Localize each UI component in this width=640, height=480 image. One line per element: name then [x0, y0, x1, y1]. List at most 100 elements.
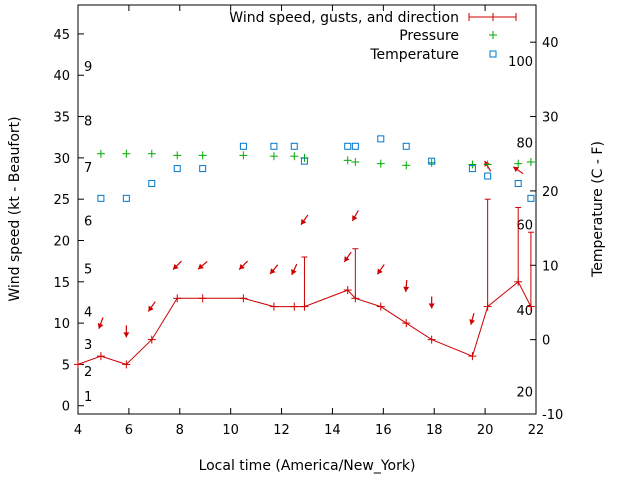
pressure-point: [468, 160, 477, 169]
beaufort-label: 3: [84, 338, 92, 353]
wind-speed-point: [269, 302, 278, 311]
beaufort-label: 9: [84, 60, 92, 75]
temperature-point: [402, 142, 410, 150]
wind-direction-arrow: [351, 210, 359, 222]
wind-speed-point: [468, 352, 477, 361]
y2-tick-label: 10: [542, 259, 559, 274]
wind-direction-arrow: [147, 301, 156, 312]
gust-bar: [301, 256, 308, 307]
axis-ticks: 4 6 8 10 12 14 16 18 20 22051015202530354045-1001…: [53, 5, 563, 438]
y2-tick-label: 20: [542, 185, 559, 200]
x-tick-label: 14: [324, 423, 341, 438]
pressure-point: [526, 157, 535, 166]
pressure-point: [173, 151, 182, 160]
plot-frame: [77, 4, 537, 415]
y-tick-label: 30: [53, 152, 70, 167]
pressure-point: [376, 159, 385, 168]
pressure-point: [147, 149, 156, 158]
y-tick-label: 40: [53, 69, 70, 84]
wind-direction-arrow: [172, 260, 182, 270]
legend-swatch-wind: [468, 13, 517, 21]
y2-tick-label: 0: [542, 334, 550, 349]
wind-direction-arrow: [343, 251, 352, 263]
x-tick-label: 6: [125, 423, 133, 438]
beaufort-label: 1: [84, 390, 92, 405]
pressure-point: [96, 149, 105, 158]
wind-direction-arrow: [97, 317, 104, 329]
fahrenheit-label: 60: [516, 218, 533, 233]
gust-bar: [515, 206, 522, 282]
x-tick-label: 18: [426, 423, 443, 438]
temperature-point: [97, 194, 105, 202]
beaufort-label: 8: [84, 115, 92, 130]
x-tick-label: 20: [477, 423, 494, 438]
legend-swatch-temperature: [489, 50, 497, 58]
legend-label-pressure: Pressure: [399, 28, 459, 44]
wind-speed-point: [290, 302, 299, 311]
legend: Wind speed, gusts, and direction Pressur…: [229, 10, 517, 63]
fahrenheit-label: 100: [508, 55, 533, 70]
y-tick-label: 10: [53, 317, 70, 332]
temperature-point: [484, 172, 492, 180]
x-tick-label: 10: [222, 423, 239, 438]
pressure-point: [239, 151, 248, 160]
temperature-point: [468, 165, 476, 173]
temperature-point: [239, 142, 247, 150]
wind-speed-point: [173, 294, 182, 303]
x-tick-label: 4: [74, 423, 82, 438]
y2-axis-label: Temperature (C - F): [590, 141, 606, 278]
wind-speed-point: [74, 360, 82, 369]
pressure-point: [483, 160, 492, 169]
pressure-point: [269, 152, 278, 161]
y-tick-label: 0: [62, 400, 70, 415]
wind-direction-arrow: [197, 260, 208, 270]
temperature-point: [344, 142, 352, 150]
gust-bar: [352, 248, 359, 299]
x-axis-label: Local time (America/New_York): [199, 458, 416, 474]
fahrenheit-label: 80: [516, 137, 533, 152]
wind-speed-point: [122, 360, 131, 369]
pressure-point: [343, 156, 352, 165]
temperature-point: [428, 157, 436, 165]
pressure-point: [514, 159, 523, 168]
temperature-point: [122, 194, 130, 202]
temperature-point: [527, 194, 535, 202]
y-tick-label: 15: [53, 276, 70, 291]
y2-tick-label: 40: [542, 36, 559, 51]
pressure-point: [122, 149, 131, 158]
series: [74, 135, 535, 369]
beaufort-label: 2: [84, 365, 92, 380]
wind-direction-arrow: [123, 325, 130, 338]
y-tick-label: 25: [53, 193, 70, 208]
wind-speed-point: [96, 352, 105, 361]
temperature-point: [270, 142, 278, 150]
wind-direction-arrow: [376, 264, 385, 275]
temperature-point: [300, 157, 308, 165]
wind-direction-arrow: [269, 264, 279, 275]
x-tick-label: 16: [375, 423, 392, 438]
fahrenheit-label: 40: [516, 304, 533, 319]
y-axis-label: Wind speed (kt - Beaufort): [7, 116, 23, 301]
temperature-point: [514, 179, 522, 187]
temperature-point: [148, 179, 156, 187]
pressure-point: [351, 157, 360, 166]
temperature-point: [351, 142, 359, 150]
beaufort-label: 5: [84, 263, 92, 278]
legend-label-wind: Wind speed, gusts, and direction: [229, 10, 459, 26]
wind-direction-arrow: [469, 313, 476, 325]
scale-labels: 1 2 3 4 5 6 7 8 9 20 40 60 80 100: [84, 55, 533, 405]
gust-bar: [527, 231, 534, 307]
legend-swatch-pressure: [489, 31, 497, 39]
temperature-point: [290, 142, 298, 150]
temperature-point: [377, 135, 385, 143]
wind-direction-arrow: [428, 296, 435, 309]
wind-direction-arrow: [291, 263, 298, 276]
fahrenheit-label: 20: [516, 386, 533, 401]
y-tick-label: 20: [53, 234, 70, 249]
y2-tick-label: -10: [542, 408, 563, 423]
wind-direction-arrow: [403, 279, 410, 292]
temperature-point: [173, 165, 181, 173]
pressure-point: [198, 151, 207, 160]
y2-tick-label: 30: [542, 111, 559, 126]
